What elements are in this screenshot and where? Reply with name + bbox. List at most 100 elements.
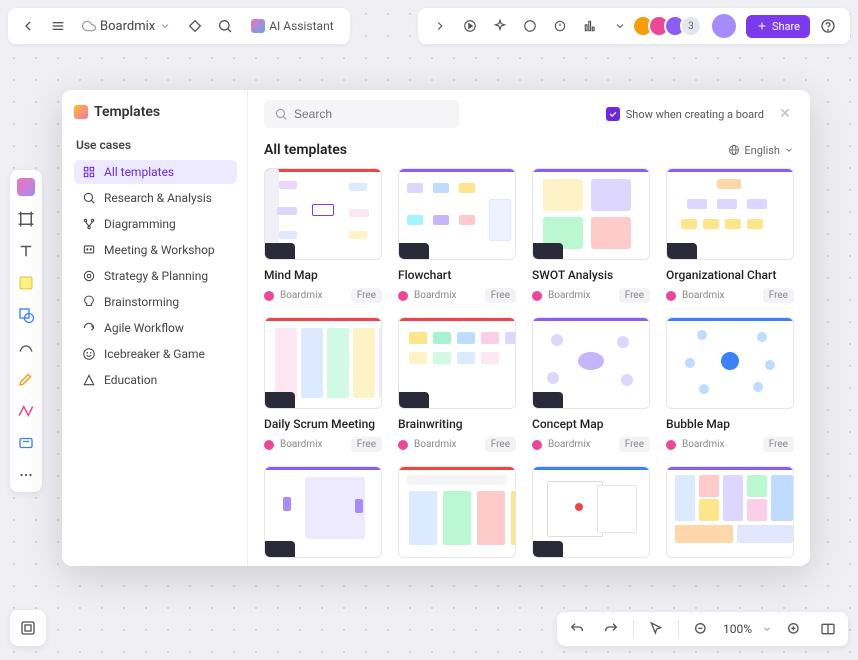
- sidebar-item-label: Icebreaker & Game: [104, 347, 205, 361]
- sidebar-item-icebreaker-game[interactable]: Icebreaker & Game: [74, 342, 237, 366]
- template-thumbnail[interactable]: [666, 466, 794, 558]
- template-card[interactable]: Team MeetingBoardmixFree: [398, 466, 516, 566]
- chevron-down-icon: [784, 145, 794, 155]
- pointer-button[interactable]: [644, 617, 668, 641]
- globe-icon: [728, 144, 740, 156]
- sidebar-item-all-templates[interactable]: All templates: [74, 160, 237, 184]
- chart-icon[interactable]: [578, 14, 602, 38]
- template-thumbnail[interactable]: [398, 168, 516, 260]
- zoom-in-button[interactable]: [782, 617, 806, 641]
- templates-title-text: Templates: [94, 104, 160, 120]
- chevron-down-icon[interactable]: [762, 624, 772, 634]
- more-tools[interactable]: [15, 464, 37, 486]
- frame-tool[interactable]: [15, 208, 37, 230]
- help-button[interactable]: [816, 14, 840, 38]
- sidebar-item-research-analysis[interactable]: Research & Analysis: [74, 186, 237, 210]
- zoom-out-button[interactable]: [689, 617, 713, 641]
- sidebar-item-label: Agile Workflow: [104, 321, 184, 335]
- template-meta: Boardmix Free: [264, 288, 382, 303]
- top-bar: Boardmix AI Assistant 3 Share: [8, 8, 850, 44]
- component-tool[interactable]: [15, 432, 37, 454]
- template-title: Organizational Chart: [666, 268, 794, 282]
- expand-icon[interactable]: [428, 14, 452, 38]
- sidebar-item-strategy-planning[interactable]: Strategy & Planning: [74, 264, 237, 288]
- comment-icon[interactable]: [518, 14, 542, 38]
- search-box[interactable]: [264, 100, 459, 128]
- template-thumbnail[interactable]: [532, 317, 650, 409]
- redo-button[interactable]: [599, 617, 623, 641]
- avatar-extra-count: 3: [680, 15, 702, 37]
- sidebar-item-brainstorming[interactable]: Brainstorming: [74, 290, 237, 314]
- template-thumbnail[interactable]: [264, 317, 382, 409]
- timer-icon[interactable]: [548, 14, 572, 38]
- shape-tool[interactable]: [15, 304, 37, 326]
- template-card[interactable]: Daily Scrum MeetingBoardmixFree: [264, 317, 382, 452]
- share-label: Share: [772, 20, 800, 33]
- board-name-text: Boardmix: [100, 19, 155, 34]
- template-card[interactable]: Use Case DiagramBoardmixFree: [264, 466, 382, 566]
- thumb-preview: [265, 169, 381, 259]
- ai-assistant-label: AI Assistant: [269, 19, 333, 33]
- sidebar-item-agile-workflow[interactable]: Agile Workflow: [74, 316, 237, 340]
- template-badge: Free: [351, 437, 382, 452]
- template-thumbnail[interactable]: [666, 317, 794, 409]
- template-thumbnail[interactable]: [532, 168, 650, 260]
- template-thumbnail[interactable]: [264, 466, 382, 558]
- template-card[interactable]: FlowchartBoardmixFree: [398, 168, 516, 303]
- top-bar-right: 3 Share: [418, 8, 850, 44]
- template-author: Boardmix: [414, 439, 456, 450]
- template-author: Boardmix: [548, 290, 590, 301]
- template-card[interactable]: Concept MapBoardmixFree: [532, 317, 650, 452]
- template-thumbnail[interactable]: [264, 168, 382, 260]
- current-user-avatar[interactable]: [712, 14, 736, 38]
- close-button[interactable]: ✕: [776, 106, 794, 122]
- template-card[interactable]: Virtual Bingo BoardBoardmixFree: [532, 466, 650, 566]
- template-card[interactable]: Bubble MapBoardmixFree: [666, 317, 794, 452]
- template-meta: BoardmixFree: [666, 437, 794, 452]
- template-badge: Free: [485, 288, 516, 303]
- thumb-preview: [667, 169, 793, 259]
- ai-assistant-button[interactable]: AI Assistant: [243, 15, 341, 37]
- template-card[interactable]: SWOT AnalysisBoardmixFree: [532, 168, 650, 303]
- line-tool[interactable]: [15, 400, 37, 422]
- search-input[interactable]: [294, 107, 449, 121]
- collaborator-avatars[interactable]: 3: [638, 15, 702, 37]
- template-thumbnail[interactable]: [666, 168, 794, 260]
- template-card[interactable]: Organizational ChartBoardmixFree: [666, 168, 794, 303]
- template-badge: Free: [351, 288, 382, 303]
- play-icon[interactable]: [458, 14, 482, 38]
- template-author: Boardmix: [682, 439, 724, 450]
- tag-button[interactable]: [183, 14, 207, 38]
- left-toolbox: [10, 170, 42, 492]
- text-tool[interactable]: [15, 240, 37, 262]
- sidebar-item-education[interactable]: Education: [74, 368, 237, 392]
- board-name-dropdown[interactable]: Boardmix: [76, 19, 177, 34]
- template-thumbnail[interactable]: [532, 466, 650, 558]
- layers-panel-button[interactable]: [10, 610, 46, 646]
- template-card[interactable]: Mind MapBoardmixFree: [264, 168, 382, 303]
- template-thumbnail[interactable]: [398, 466, 516, 558]
- menu-button[interactable]: [46, 14, 70, 38]
- connector-tool[interactable]: [15, 336, 37, 358]
- share-button[interactable]: Share: [746, 15, 810, 38]
- sidebar-item-diagramming[interactable]: Diagramming: [74, 212, 237, 236]
- sparkle-icon[interactable]: [488, 14, 512, 38]
- templates-grid-scroll[interactable]: Mind MapBoardmixFreeFlowchartBoardmixFre…: [248, 166, 810, 566]
- zoom-level[interactable]: 100%: [723, 622, 752, 636]
- author-logo-icon: [532, 440, 542, 450]
- sidebar-item-meeting-workshop[interactable]: Meeting & Workshop: [74, 238, 237, 262]
- show-when-creating-checkbox[interactable]: Show when creating a board: [606, 107, 764, 121]
- search-button[interactable]: [213, 14, 237, 38]
- sticky-note-tool[interactable]: [15, 272, 37, 294]
- back-button[interactable]: [16, 14, 40, 38]
- minimap-button[interactable]: [816, 617, 840, 641]
- template-author: Boardmix: [280, 290, 322, 301]
- undo-button[interactable]: [565, 617, 589, 641]
- brand-tool[interactable]: [15, 176, 37, 198]
- pen-tool[interactable]: [15, 368, 37, 390]
- template-thumbnail[interactable]: [398, 317, 516, 409]
- template-card[interactable]: Business Model CanvasBoardmixFree: [666, 466, 794, 566]
- more-chevron-icon[interactable]: [608, 14, 632, 38]
- language-dropdown[interactable]: English: [728, 144, 794, 157]
- template-card[interactable]: BrainwritingBoardmixFree: [398, 317, 516, 452]
